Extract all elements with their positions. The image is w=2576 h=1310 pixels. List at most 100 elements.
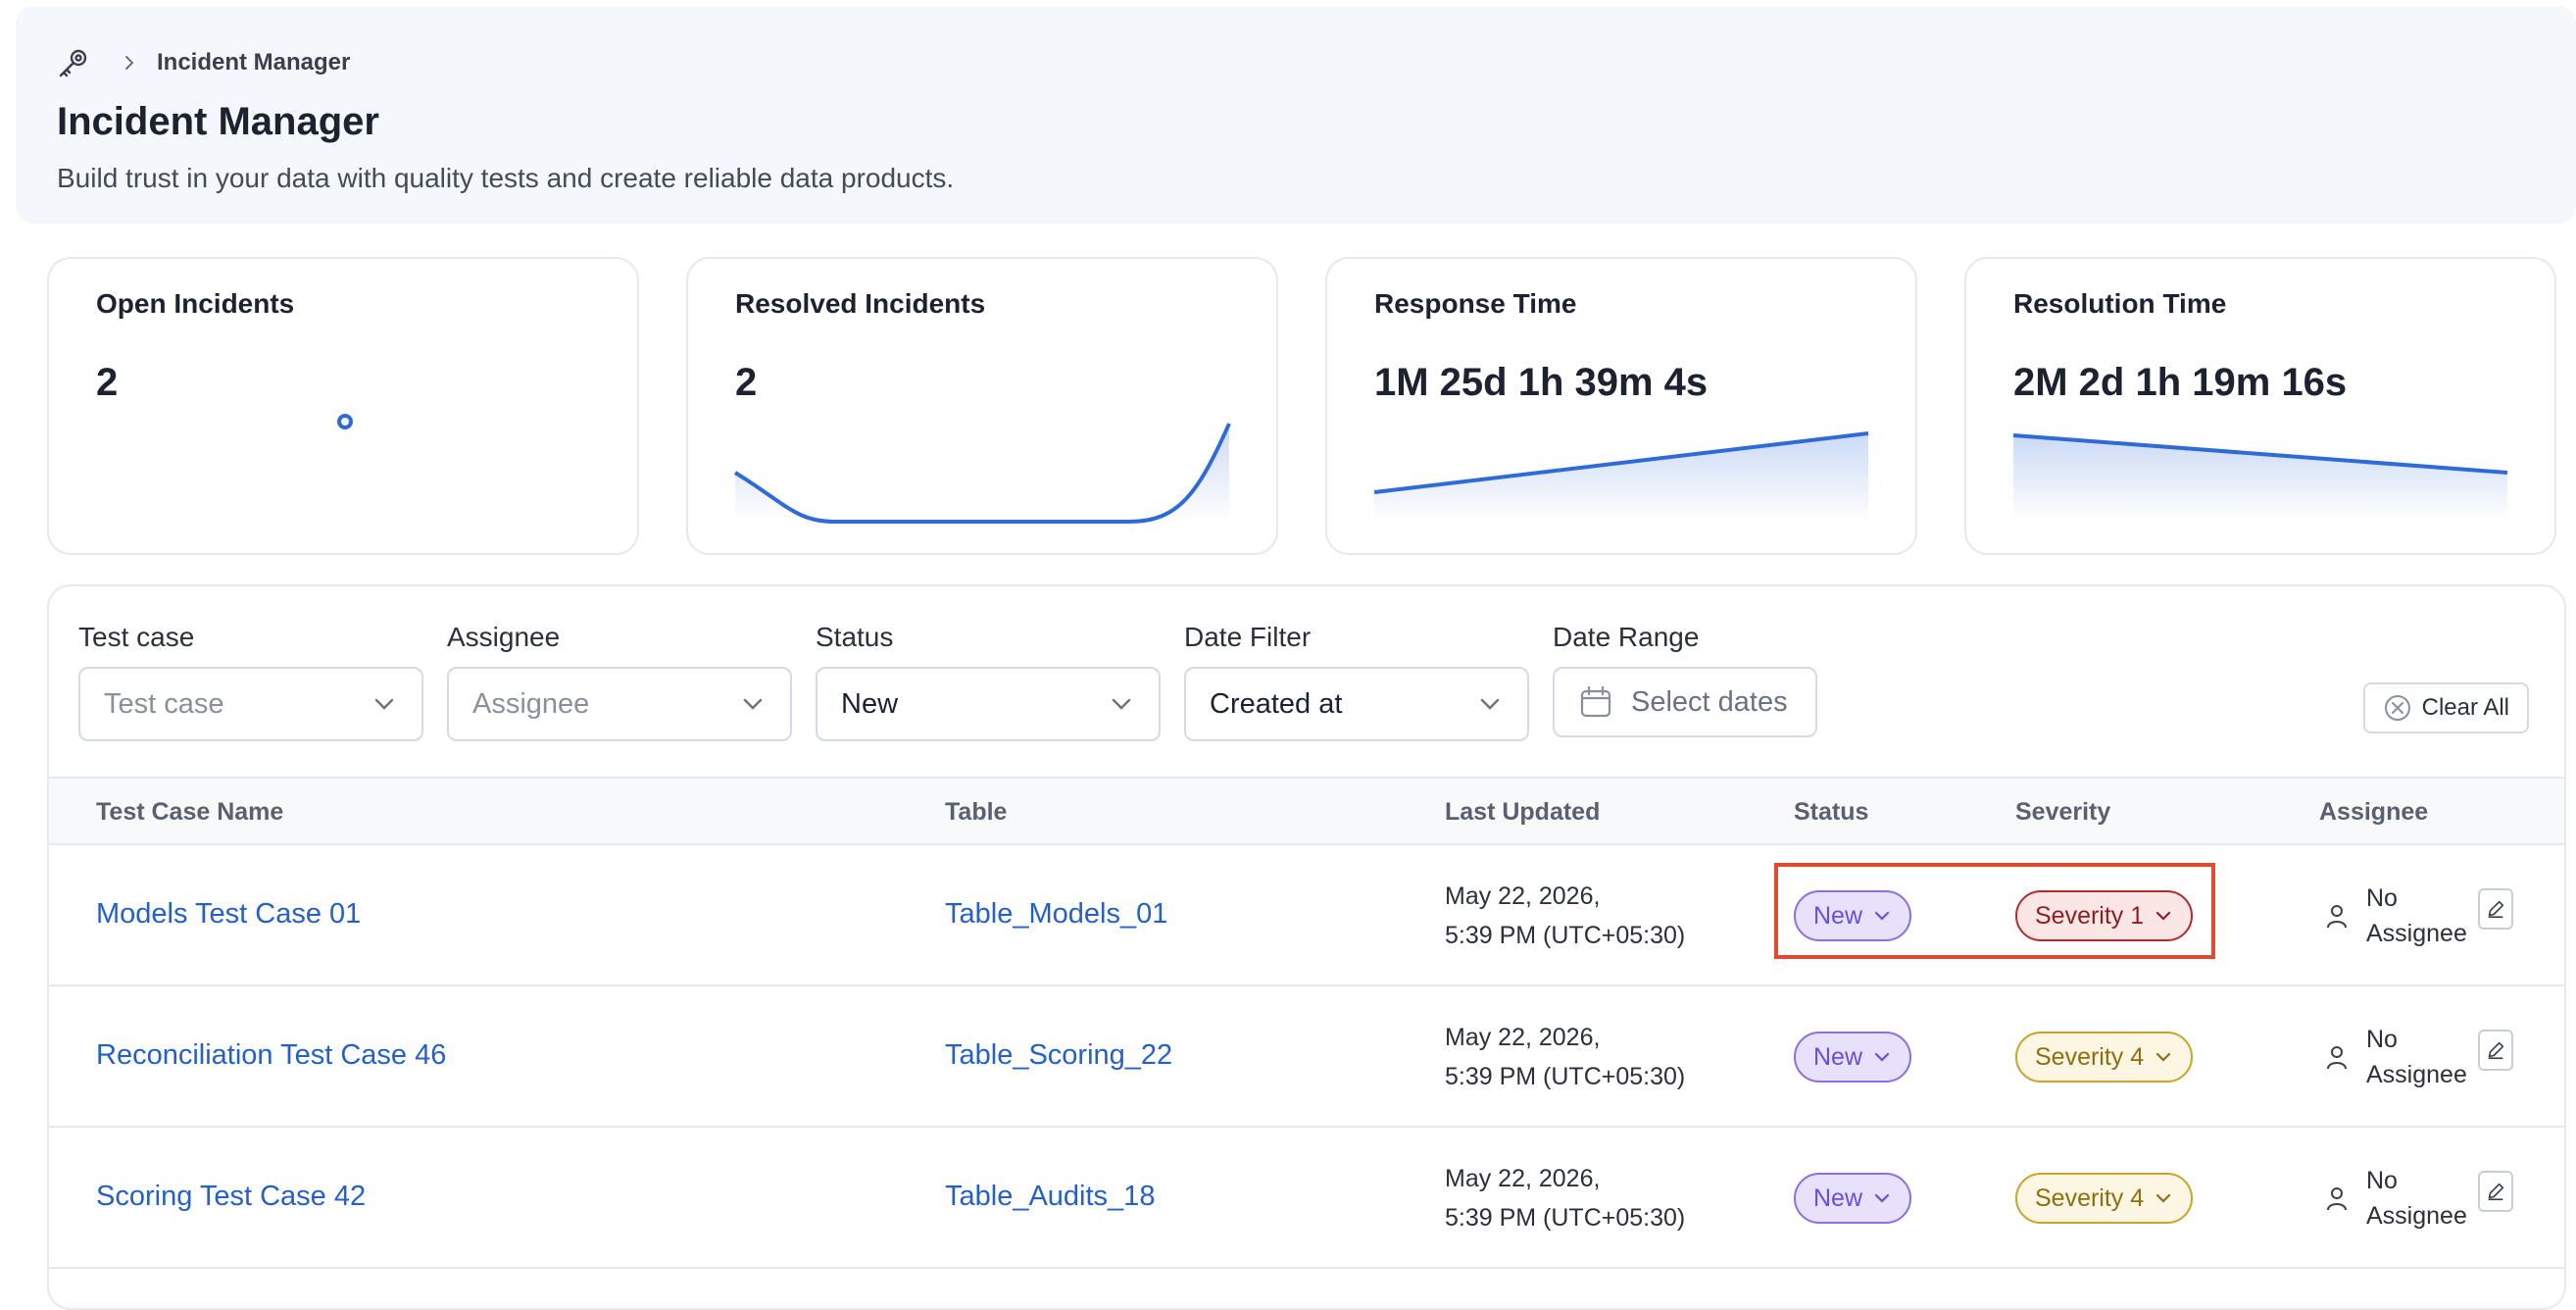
card-value: 2M 2d 1h 19m 16s [2013,361,2348,404]
chevron-down-icon [743,698,763,710]
date-line: May 22, 2026, [1445,1165,1601,1192]
chevron-down-icon [1874,1052,1890,1062]
time-line: 5:39 PM (UTC+05:30) [1445,1063,1686,1090]
severity-label: Severity 1 [2035,901,2145,930]
card-value: 1M 25d 1h 39m 4s [1374,361,1709,404]
resolved-incidents-sparkline [733,423,1231,524]
severity-label: Severity 4 [2035,1042,2145,1071]
column-header-table[interactable]: Table [945,798,1008,826]
test-case-link[interactable]: Models Test Case 01 [96,898,362,930]
incidents-table: Test Case Name Table Last Updated Status… [49,777,2564,1269]
assignee-filter: Assignee Assignee [447,622,792,741]
clear-all-button[interactable]: Clear All [2362,682,2529,733]
chevron-down-icon [2156,1052,2171,1062]
last-updated: May 22, 2026, 5:39 PM (UTC+05:30) [1445,1018,1685,1096]
status-label: New [1813,1042,1863,1071]
user-icon [2327,1046,2347,1070]
status-dropdown[interactable]: New [1794,890,1912,941]
date-range-filter: Date Range Select dates [1553,622,1817,737]
filter-label: Date Range [1553,622,1700,652]
status-label: New [1813,901,1863,930]
table-link[interactable]: Table_Scoring_22 [945,1039,1173,1071]
edit-icon [2488,1041,2504,1060]
resolved-incidents-card: Resolved Incidents 2 [686,257,1278,555]
card-title: Resolution Time [2013,288,2227,319]
last-updated: May 22, 2026, 5:39 PM (UTC+05:30) [1445,877,1685,955]
clear-all-label: Clear All [2421,694,2509,721]
chevron-down-icon [1112,698,1131,710]
column-header-test-case-name[interactable]: Test Case Name [96,798,284,826]
edit-assignee-button[interactable] [2478,1171,2513,1212]
date-range-picker[interactable]: Select dates [1553,667,1817,737]
user-icon [2327,905,2347,929]
date-range-placeholder: Select dates [1631,685,1788,718]
select-value: Created at [1210,687,1343,720]
incidents-panel: Test case Test case Assignee Assignee St… [47,584,2566,1310]
chevron-down-icon [2156,1193,2171,1203]
test-case-select[interactable]: Test case [78,667,423,741]
time-line: 5:39 PM (UTC+05:30) [1445,1204,1686,1232]
table-link[interactable]: Table_Models_01 [945,898,1168,930]
response-time-card: Response Time 1M 25d 1h 39m 4s [1325,257,1917,555]
assignee-name: No Assignee [2366,1022,2474,1092]
status-dropdown[interactable]: New [1794,1173,1912,1224]
column-header-severity[interactable]: Severity [2015,798,2111,826]
status-select[interactable]: New [816,667,1161,741]
edit-icon [2488,900,2504,919]
assignee-select[interactable]: Assignee [447,667,792,741]
column-header-status[interactable]: Status [1794,798,1869,826]
filter-label: Date Filter [1184,622,1312,652]
card-title: Open Incidents [96,288,295,319]
assignee-cell: No Assignee [2323,1163,2474,1234]
edit-assignee-button[interactable] [2478,888,2513,930]
assignee-name: No Assignee [2366,1163,2474,1234]
assignee-name: No Assignee [2366,881,2474,951]
date-filter: Date Filter Created at [1184,622,1529,741]
status-label: New [1813,1184,1863,1212]
assignee-name-line: Assignee [2366,1061,2467,1088]
open-incidents-sparkline [337,414,353,429]
card-title: Resolved Incidents [735,288,986,319]
chevron-down-icon [2156,911,2171,921]
select-placeholder: Test case [104,687,224,720]
table-link[interactable]: Table_Audits_18 [945,1181,1156,1212]
severity-dropdown[interactable]: Severity 1 [2015,890,2194,941]
response-time-sparkline [1373,431,1869,522]
assignee-name-line: No [2366,1026,2398,1053]
chevron-down-icon [1480,698,1500,710]
assignee-name-line: Assignee [2366,920,2467,947]
resolution-time-sparkline [2012,433,2508,522]
severity-label: Severity 4 [2035,1184,2145,1212]
card-value: 2 [735,361,758,404]
column-header-assignee[interactable]: Assignee [2319,798,2429,826]
test-case-link[interactable]: Reconciliation Test Case 46 [96,1039,447,1071]
card-title: Response Time [1374,288,1577,319]
close-circle-icon [2384,695,2410,721]
date-filter-select[interactable]: Created at [1184,667,1529,741]
chevron-down-icon [1874,1193,1890,1203]
column-header-last-updated[interactable]: Last Updated [1445,798,1601,826]
resolution-time-card: Resolution Time 2M 2d 1h 19m 16s [1964,257,2556,555]
severity-dropdown[interactable]: Severity 4 [2015,1032,2194,1083]
breadcrumb: Incident Manager [55,43,350,82]
page-title: Incident Manager [57,100,379,143]
status-dropdown[interactable]: New [1794,1032,1912,1083]
assignee-name-line: Assignee [2366,1202,2467,1230]
severity-dropdown[interactable]: Severity 4 [2015,1173,2194,1224]
table-header: Test Case Name Table Last Updated Status… [49,777,2564,845]
table-row: Reconciliation Test Case 46 Table_Scorin… [49,986,2564,1128]
time-line: 5:39 PM (UTC+05:30) [1445,922,1686,949]
edit-assignee-button[interactable] [2478,1030,2513,1071]
user-icon [2327,1187,2347,1211]
wrench-gear-icon[interactable] [55,44,92,81]
page-subtitle: Build trust in your data with quality te… [57,163,955,193]
assignee-cell: No Assignee [2323,1022,2474,1092]
test-case-link[interactable]: Scoring Test Case 42 [96,1181,367,1212]
assignee-cell: No Assignee [2323,881,2474,951]
table-row: Scoring Test Case 42 Table_Audits_18 May… [49,1128,2564,1269]
select-placeholder: Assignee [472,687,590,720]
last-updated: May 22, 2026, 5:39 PM (UTC+05:30) [1445,1159,1685,1237]
date-line: May 22, 2026, [1445,882,1601,910]
page-header: Incident Manager Incident Manager Build … [16,6,2576,224]
edit-icon [2488,1183,2504,1201]
